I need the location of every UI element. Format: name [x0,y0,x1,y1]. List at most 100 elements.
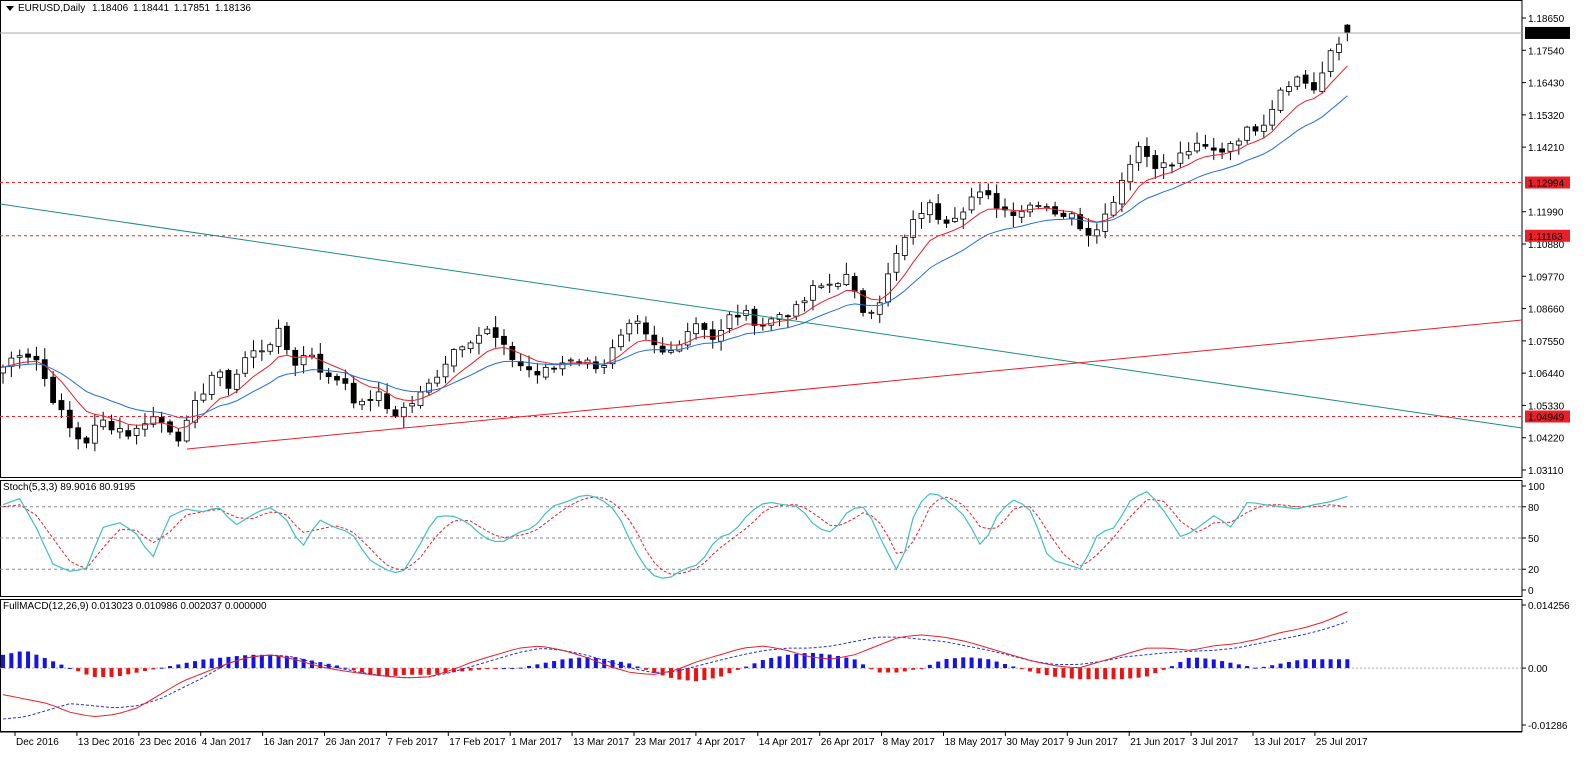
candle-body[interactable] [242,357,249,374]
candle-body[interactable] [618,334,624,348]
candle-body[interactable] [392,409,399,417]
candle-body[interactable] [526,366,532,371]
candle-body[interactable] [1294,76,1301,87]
candle-body[interactable] [851,276,858,292]
candle-body[interactable] [1185,151,1192,156]
candle-body[interactable] [467,342,474,350]
candle-body[interactable] [968,196,975,211]
candle-body[interactable] [843,273,850,285]
candle-body[interactable] [367,399,374,401]
candle-body[interactable] [943,219,950,224]
candle-body[interactable] [1302,74,1309,84]
candle-body[interactable] [542,367,549,378]
candle-body[interactable] [476,334,482,344]
candle-body[interactable] [1260,124,1267,132]
candle-body[interactable] [283,325,290,350]
candle-body[interactable] [384,393,391,410]
candle-body[interactable] [100,419,107,428]
candle-body[interactable] [868,311,875,314]
candle-body[interactable] [1277,89,1284,111]
candle-body[interactable] [325,372,332,378]
candle-body[interactable] [459,346,466,351]
candle-body[interactable] [133,427,140,436]
candle-body[interactable] [860,290,866,313]
candle-body[interactable] [1152,155,1159,169]
candle-body[interactable] [1194,142,1200,152]
candle-body[interactable] [1060,212,1067,217]
candle-body[interactable] [258,350,265,353]
candle-body[interactable] [16,355,23,358]
candle-body[interactable] [434,376,441,384]
candle-body[interactable] [952,217,958,222]
candle-body[interactable] [701,323,708,330]
candle-body[interactable] [893,253,900,273]
candle-body[interactable] [350,382,357,404]
candle-body[interactable] [1235,140,1242,146]
candle-body[interactable] [501,335,507,345]
candle-body[interactable] [1169,164,1175,167]
candle-body[interactable] [918,213,925,219]
candle-body[interactable] [1336,43,1342,53]
candle-body[interactable] [1219,148,1225,153]
candle-body[interactable] [233,373,240,390]
candle-body[interactable] [643,322,649,335]
candle-body[interactable] [1043,206,1050,208]
candle-body[interactable] [651,334,658,346]
candle-body[interactable] [375,391,382,401]
candle-body[interactable] [1344,24,1351,34]
candle-body[interactable] [1252,126,1259,132]
candle-body[interactable] [192,400,198,423]
candle-body[interactable] [659,345,666,353]
candle-body[interactable] [901,236,908,256]
candle-body[interactable] [33,355,40,361]
candle-body[interactable] [559,362,566,370]
candle-body[interactable] [1052,206,1058,215]
candle-body[interactable] [801,300,808,304]
candle-body[interactable] [317,353,324,373]
candle-body[interactable] [183,419,190,442]
candle-body[interactable] [117,428,123,433]
candle-body[interactable] [935,203,942,220]
candle-body[interactable] [626,322,633,335]
candle-body[interactable] [1102,213,1109,232]
candle-body[interactable] [1127,163,1134,183]
candle-body[interactable] [492,327,499,338]
candle-body[interactable] [810,285,816,301]
candle-body[interactable] [601,365,608,368]
candle-body[interactable] [1269,109,1276,126]
candle-body[interactable] [609,347,616,365]
candle-body[interactable] [551,367,557,370]
candle-body[interactable] [167,421,173,433]
candle-body[interactable] [342,378,349,384]
candle-body[interactable] [409,403,416,407]
candle-body[interactable] [759,324,766,327]
candle-body[interactable] [1035,205,1042,207]
candle-body[interactable] [1077,214,1084,230]
candle-body[interactable] [158,417,165,423]
candle-body[interactable] [1327,50,1334,72]
candle-body[interactable] [826,283,833,286]
candle-body[interactable] [250,350,257,358]
candle-body[interactable] [125,430,132,437]
candle-body[interactable] [275,327,282,347]
candle-body[interactable] [0,366,6,374]
candle-body[interactable] [1135,146,1142,164]
candle-body[interactable] [1018,210,1025,218]
candle-body[interactable] [150,416,157,425]
candle-body[interactable] [926,202,933,216]
candle-body[interactable] [1027,204,1033,213]
candle-body[interactable] [676,344,683,352]
candle-body[interactable] [960,211,967,220]
candle-body[interactable] [75,427,82,440]
candle-body[interactable] [634,320,641,325]
candle-body[interactable] [776,314,783,320]
candle-body[interactable] [142,423,148,430]
candle-body[interactable] [1311,82,1317,91]
candle-body[interactable] [400,406,407,418]
candle-body[interactable] [450,349,457,367]
candle-body[interactable] [1068,213,1075,219]
candle-body[interactable] [83,437,90,444]
descending-trendline[interactable] [0,203,1523,429]
candle-body[interactable] [91,424,98,444]
